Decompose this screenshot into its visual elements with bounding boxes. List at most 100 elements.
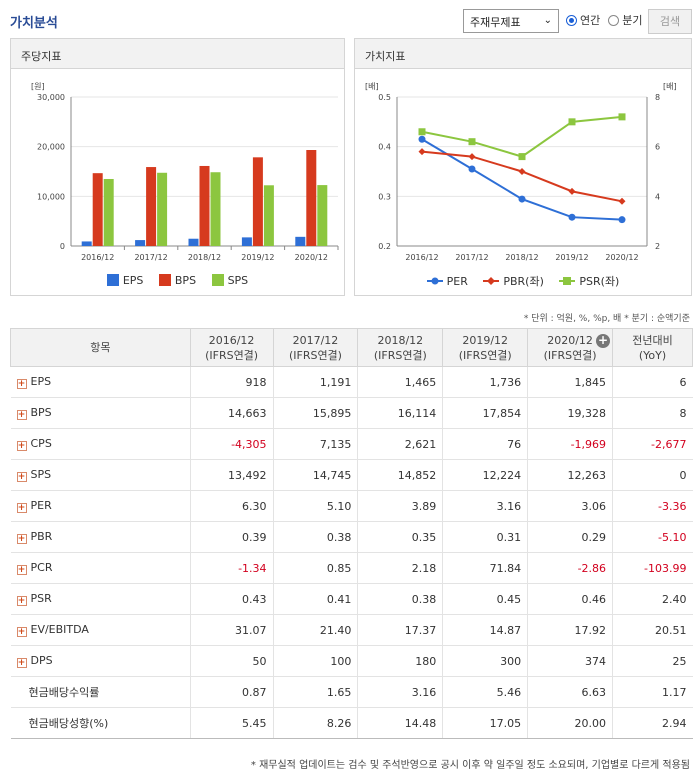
table-cell: 5.45: [189, 707, 274, 739]
valuation-line-chart: [배] [배] 0.5 0.4 0.3 0.2 8 6 4 2 2016/12 2017/12 2018…: [365, 82, 677, 262]
table-cell: 0.29: [527, 521, 613, 553]
row-label: 현금배당성향(%): [10, 707, 191, 739]
legend-eps[interactable]: EPS: [106, 274, 143, 287]
chevron-down-icon: ⌄: [543, 15, 552, 26]
y-right-tick-label: 6: [655, 143, 660, 152]
table-cell: 6: [612, 366, 693, 398]
table-row: + SPS 13,492 14,745 14,852 12,224 12,263 0: [10, 459, 693, 491]
footer-note: * 재무실적 업데이트는 검수 및 주석반영으로 공시 이후 약 일주일 정도 …: [250, 760, 690, 771]
table-cell: -4,305: [189, 428, 274, 460]
point-psr: [568, 118, 576, 126]
y-left-tick-label: 0.4: [378, 143, 391, 152]
row-label[interactable]: + CPS: [10, 428, 191, 460]
table-row: + PCR -1.34 0.85 2.18 71.84 -2.86 -103.99: [10, 552, 693, 584]
table-cell: 2.18: [357, 552, 443, 584]
expand-icon[interactable]: +: [16, 472, 27, 482]
unit-note: * 단위 : 억원, %, %p, 배 * 분기 : 순액기준: [523, 314, 690, 324]
row-label[interactable]: + PCR: [10, 552, 191, 584]
table-cell: 100: [272, 645, 358, 677]
table-cell: 2,621: [357, 428, 443, 460]
table-cell: 918: [189, 366, 274, 398]
table-cell: 12,263: [527, 459, 613, 491]
x-tick-label: 2017/12: [455, 253, 488, 262]
search-button[interactable]: 검색: [648, 9, 692, 34]
legend-swatch-sps: [211, 274, 224, 286]
expand-icon[interactable]: +: [16, 503, 27, 513]
select-value: 주재무제표: [470, 16, 521, 29]
x-tick-label: 2019/12: [555, 253, 588, 262]
add-circle-icon[interactable]: +: [596, 333, 611, 348]
expand-icon[interactable]: +: [16, 410, 27, 420]
bar-sps: [103, 178, 114, 246]
bar-eps: [241, 237, 252, 246]
expand-icon[interactable]: +: [16, 441, 27, 451]
legend-bps[interactable]: BPS: [158, 274, 196, 287]
table-cell: 14.87: [442, 614, 528, 646]
expand-icon[interactable]: +: [16, 627, 27, 637]
row-label[interactable]: + PSR: [10, 583, 191, 615]
per-share-chart-title: 주당지표: [11, 39, 344, 69]
table-cell: 8.26: [272, 707, 358, 739]
table-cell: 15,895: [272, 397, 358, 429]
expand-icon[interactable]: +: [16, 658, 27, 668]
radio-annual[interactable]: 연간: [566, 12, 600, 28]
expand-icon[interactable]: +: [16, 534, 27, 544]
row-label[interactable]: + SPS: [10, 459, 191, 491]
table-cell: -1.34: [189, 552, 274, 584]
valuation-legend: PER PBR(좌) PSR(좌): [355, 273, 691, 289]
point-psr: [418, 128, 426, 136]
series-line-per: [421, 138, 623, 221]
y-tick-label: 30,000: [37, 93, 65, 102]
expand-icon[interactable]: +: [16, 596, 27, 606]
expand-icon[interactable]: +: [16, 565, 27, 575]
table-cell: 0.31: [442, 521, 528, 553]
series-line-psr: [421, 115, 623, 158]
radio-checked-icon: [566, 14, 577, 26]
row-label[interactable]: + PER: [10, 490, 191, 522]
row-label[interactable]: + BPS: [10, 397, 191, 429]
y-left-tick-label: 0.3: [378, 192, 391, 201]
point-per: [468, 165, 476, 173]
bar-eps: [188, 238, 199, 246]
table-cell: 1.17: [612, 676, 693, 708]
radio-quarter[interactable]: 분기: [608, 12, 643, 28]
table-cell: 0.43: [189, 583, 274, 615]
row-label[interactable]: + DPS: [10, 645, 191, 677]
expand-icon[interactable]: +: [16, 379, 27, 389]
legend-sps[interactable]: SPS: [211, 274, 248, 287]
table-cell: 5.10: [272, 490, 358, 522]
legend-psr[interactable]: PSR(좌): [559, 273, 619, 289]
table-cell: 2.94: [612, 707, 693, 739]
point-per: [568, 213, 576, 221]
table-row: + BPS 14,663 15,895 16,114 17,854 19,328 8: [10, 397, 693, 429]
point-psr: [468, 138, 476, 146]
table-cell: 2.40: [612, 583, 693, 615]
table-cell: 0.85: [272, 552, 358, 584]
statement-type-select[interactable]: 주재무제표 ⌄: [463, 9, 559, 33]
table-cell: 0.38: [272, 521, 358, 553]
row-label[interactable]: + PBR: [10, 521, 191, 553]
table-cell: 16,114: [357, 397, 443, 429]
valuation-table: 항목 2016/12 (IFRS연결) 2017/12 (IFRS연결) 2018/12(…: [10, 328, 693, 739]
row-label[interactable]: + EV/EBITDA: [10, 614, 191, 646]
table-cell: 19,328: [527, 397, 613, 429]
table-cell: -1,969: [527, 428, 613, 460]
table-cell: -2.86: [527, 552, 613, 584]
table-cell: 17.05: [442, 707, 528, 739]
table-cell: 3.16: [357, 676, 443, 708]
table-cell: -2,677: [612, 428, 693, 460]
table-cell: 0.35: [357, 521, 443, 553]
legend-swatch-eps: [106, 274, 119, 286]
table-cell: 14,852: [357, 459, 443, 491]
bar-sps: [157, 172, 168, 246]
table-row: 현금배당수익률 0.87 1.65 3.16 5.46 6.63 1.17: [10, 676, 693, 708]
x-tick-label: 2020/12: [295, 253, 328, 262]
table-row: + CPS -4,305 7,135 2,621 76 -1,969 -2,677: [10, 428, 693, 460]
table-cell: 17.37: [357, 614, 443, 646]
point-pbr: [518, 168, 526, 175]
legend-per[interactable]: PER: [426, 275, 468, 288]
valuation-chart-panel: 가치지표 [배] [배] 0.5 0.4 0.3 0.2 8 6 4 2 2016/12 2017/1…: [354, 38, 692, 296]
right-axis-unit: [배]: [663, 82, 677, 91]
legend-pbr[interactable]: PBR(좌): [483, 273, 544, 289]
row-label[interactable]: + EPS: [10, 366, 191, 398]
